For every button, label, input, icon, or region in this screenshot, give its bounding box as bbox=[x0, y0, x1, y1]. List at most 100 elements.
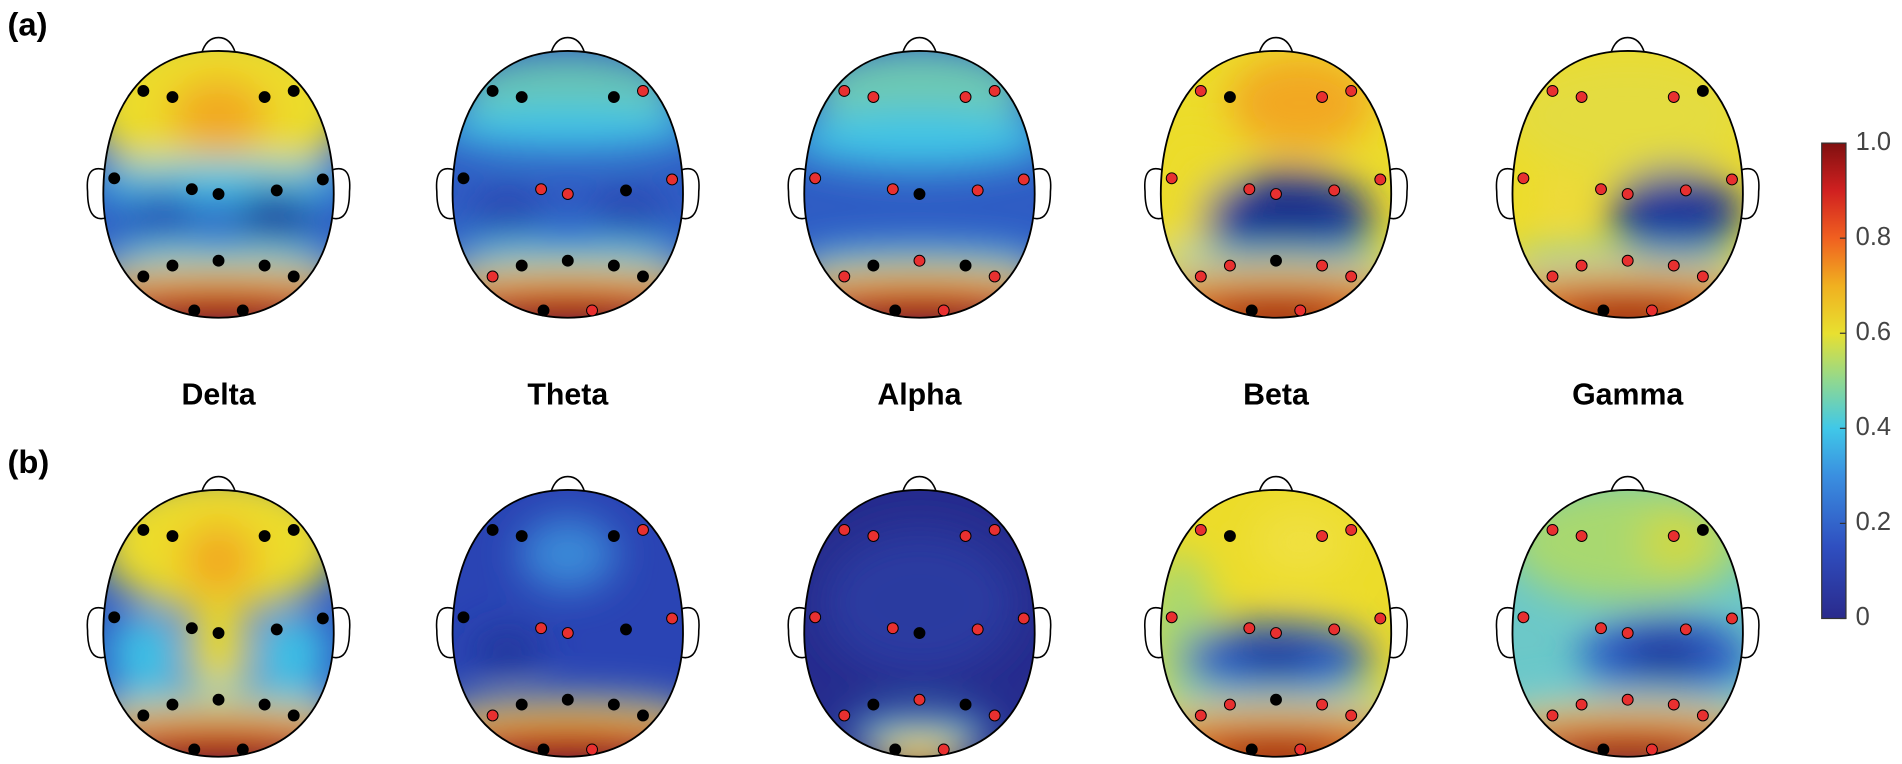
electrode bbox=[913, 188, 926, 200]
ear bbox=[332, 168, 351, 220]
electrode bbox=[1017, 173, 1030, 186]
heat-blob bbox=[470, 626, 544, 676]
electrode bbox=[889, 743, 902, 756]
electrode bbox=[486, 709, 499, 722]
ear bbox=[1143, 168, 1163, 220]
electrode bbox=[258, 530, 271, 542]
electrode bbox=[586, 304, 598, 317]
ear bbox=[332, 607, 351, 659]
topomap bbox=[1143, 475, 1409, 758]
electrode bbox=[1316, 698, 1329, 711]
topomap bbox=[1495, 475, 1760, 758]
electrode bbox=[1667, 91, 1680, 103]
heat-blob bbox=[182, 523, 255, 597]
ear bbox=[1741, 168, 1760, 220]
electrode bbox=[1345, 85, 1358, 97]
heat-blob bbox=[864, 733, 975, 757]
ear bbox=[681, 607, 700, 659]
electrode bbox=[1345, 709, 1358, 722]
electrode bbox=[137, 524, 150, 536]
electrode bbox=[287, 85, 300, 97]
electrode bbox=[838, 709, 851, 722]
electrode bbox=[867, 698, 880, 711]
nose bbox=[1258, 475, 1294, 493]
electrode bbox=[867, 259, 880, 272]
electrode bbox=[258, 91, 271, 103]
electrode bbox=[212, 627, 225, 639]
heat-blob bbox=[822, 529, 1017, 676]
electrode bbox=[1017, 612, 1030, 625]
electrode bbox=[913, 254, 926, 267]
topomap bbox=[86, 475, 351, 758]
electrode bbox=[287, 270, 300, 283]
electrode bbox=[185, 622, 198, 635]
heat-blobs bbox=[822, 529, 1017, 757]
electrode bbox=[316, 612, 329, 625]
electrode bbox=[607, 91, 620, 103]
band-label: Alpha bbox=[877, 379, 962, 412]
head-outline bbox=[102, 489, 335, 758]
electrode bbox=[971, 623, 984, 636]
electrode bbox=[838, 270, 851, 283]
electrode bbox=[1597, 304, 1610, 317]
electrode bbox=[1165, 611, 1178, 624]
electrode bbox=[108, 611, 121, 624]
electrode bbox=[188, 743, 201, 756]
ear bbox=[681, 168, 700, 220]
ear bbox=[787, 168, 806, 220]
electrode bbox=[166, 698, 179, 711]
electrode bbox=[637, 524, 649, 536]
electrode bbox=[1194, 524, 1207, 536]
electrode bbox=[515, 530, 528, 542]
electrode bbox=[166, 91, 179, 103]
heat-blob bbox=[1512, 489, 1743, 603]
heat-blob bbox=[170, 78, 268, 152]
electrode bbox=[988, 524, 1001, 536]
electrode bbox=[1194, 270, 1207, 283]
topomap bbox=[787, 475, 1052, 758]
electrode bbox=[1621, 693, 1634, 706]
electrode bbox=[867, 530, 880, 542]
heatmap bbox=[103, 489, 334, 757]
heat-blob bbox=[1251, 505, 1349, 579]
band-label: Gamma bbox=[1572, 379, 1684, 412]
nose bbox=[550, 475, 586, 493]
electrode bbox=[1270, 188, 1282, 200]
heat-blob bbox=[846, 715, 993, 745]
electrode bbox=[913, 693, 926, 706]
ear bbox=[1389, 607, 1409, 659]
electrode bbox=[1645, 304, 1658, 317]
heat-blob bbox=[1512, 54, 1743, 176]
ear bbox=[86, 168, 105, 220]
electrode bbox=[1595, 183, 1607, 196]
electrode bbox=[1243, 183, 1256, 196]
electrode bbox=[988, 270, 1001, 283]
heatmap bbox=[103, 50, 334, 318]
colorbar-tick-label: 0.8 bbox=[1856, 223, 1891, 251]
electrode bbox=[889, 304, 902, 317]
heatmap bbox=[452, 489, 683, 757]
topomap bbox=[787, 36, 1052, 319]
electrode bbox=[270, 623, 283, 636]
electrode bbox=[607, 530, 620, 542]
electrode bbox=[1696, 709, 1709, 722]
electrode bbox=[166, 530, 179, 542]
electrode bbox=[515, 91, 528, 103]
electrode bbox=[1294, 743, 1307, 756]
heat-blob bbox=[592, 187, 665, 237]
heat-blob bbox=[452, 103, 683, 152]
head-outline bbox=[1159, 50, 1393, 319]
topomaps bbox=[86, 36, 1760, 758]
electrode bbox=[1223, 698, 1236, 711]
electrode bbox=[535, 622, 548, 635]
electrode bbox=[913, 627, 926, 639]
electrode bbox=[457, 611, 470, 624]
electrode bbox=[486, 85, 499, 97]
electrode bbox=[1679, 623, 1692, 636]
electrode bbox=[561, 693, 574, 706]
electrode bbox=[1345, 524, 1358, 536]
head-outline bbox=[1159, 489, 1393, 758]
electrode bbox=[1621, 627, 1634, 639]
ear bbox=[1389, 168, 1409, 220]
